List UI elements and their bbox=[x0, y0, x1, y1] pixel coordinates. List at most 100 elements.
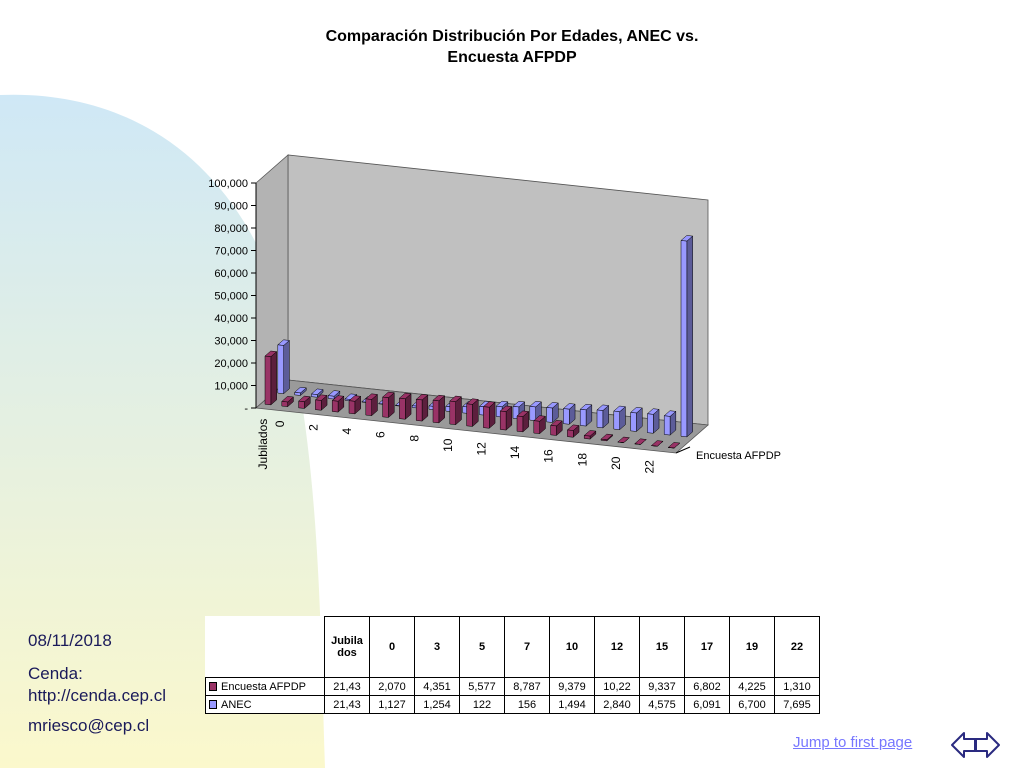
bar-front bbox=[281, 401, 288, 407]
bar-front bbox=[634, 443, 641, 445]
table-cell: 4,351 bbox=[414, 677, 460, 696]
table-cell: 2,070 bbox=[369, 677, 415, 696]
bar-front bbox=[647, 413, 654, 434]
y-tick-label: 20,000 bbox=[214, 358, 248, 370]
table-row-label: ANEC bbox=[205, 695, 325, 714]
table-cell: 6,700 bbox=[729, 695, 775, 714]
source-url: http://cenda.cep.cl bbox=[28, 686, 166, 705]
bar-front bbox=[466, 403, 473, 427]
bar-front bbox=[277, 344, 284, 394]
table-column-header: 3 bbox=[414, 616, 460, 678]
table-cell: 21,43 bbox=[324, 677, 370, 696]
x-tick-label: 6 bbox=[374, 431, 388, 438]
y-tick-label: - bbox=[244, 403, 248, 415]
bar-encuesta bbox=[667, 442, 681, 449]
bar-encuesta bbox=[331, 395, 345, 413]
table-column-header: 15 bbox=[639, 616, 685, 678]
bar-side bbox=[283, 339, 290, 395]
table-cell: 4,225 bbox=[729, 677, 775, 696]
bar-encuesta bbox=[533, 415, 547, 435]
bar-front bbox=[432, 399, 440, 424]
depth-axis-label: Encuesta AFPDP bbox=[696, 450, 781, 462]
bar-front bbox=[382, 396, 389, 418]
table-cell: 6,802 bbox=[684, 677, 730, 696]
table-column-header: 12 bbox=[594, 616, 640, 678]
table-cell: 1,310 bbox=[774, 677, 820, 696]
bar-encuesta bbox=[550, 420, 563, 437]
bar-encuesta bbox=[415, 394, 429, 422]
y-tick-label: 100,000 bbox=[208, 178, 248, 190]
bar-front bbox=[311, 393, 318, 398]
bar-front bbox=[499, 410, 507, 431]
table-cell: 156 bbox=[504, 695, 550, 714]
bar-anec bbox=[277, 339, 291, 395]
bar-anec bbox=[546, 402, 559, 424]
table-cell: 9,337 bbox=[639, 677, 685, 696]
bar-anec bbox=[663, 410, 677, 436]
table-cell: 9,379 bbox=[549, 677, 595, 696]
table-cell: 1,494 bbox=[549, 695, 595, 714]
bar-front bbox=[415, 399, 423, 422]
table-cell: 7,695 bbox=[774, 695, 820, 714]
bar-front bbox=[331, 400, 339, 413]
table-cell: 1,127 bbox=[369, 695, 415, 714]
x-tick-label: 4 bbox=[340, 427, 354, 434]
bar-anec bbox=[646, 408, 660, 434]
bar-front bbox=[563, 408, 570, 425]
table-cell: 8,787 bbox=[504, 677, 550, 696]
bar-encuesta bbox=[617, 436, 631, 443]
legend-label-anec: ANEC bbox=[221, 698, 252, 711]
table-header-row: Jubila dos 0 3 5 7 10 12 15 17 19 22 bbox=[205, 616, 820, 678]
chart-title-line2: Encuesta AFPDP bbox=[447, 49, 577, 66]
bar-anec bbox=[579, 403, 593, 427]
x-tick-label: 2 bbox=[306, 424, 320, 431]
legend-key-encuesta bbox=[209, 682, 217, 692]
y-tick-label: 30,000 bbox=[214, 336, 248, 348]
bar-front bbox=[516, 415, 524, 433]
bar-front bbox=[298, 400, 305, 409]
table-column-header: 22 bbox=[774, 616, 820, 678]
slide-date: 08/11/2018 bbox=[28, 631, 112, 650]
jump-to-first-page-link[interactable]: Jump to first page bbox=[793, 734, 913, 751]
y-tick-label: 80,000 bbox=[214, 223, 248, 235]
bar-front bbox=[617, 441, 624, 443]
table-column-header: 0 bbox=[369, 616, 415, 678]
chart-back-wall bbox=[287, 154, 709, 426]
bar-front bbox=[533, 420, 540, 434]
data-table: Jubila dos 0 3 5 7 10 12 15 17 19 22 Encuesta AFPD… bbox=[205, 616, 820, 714]
next-arrow-icon[interactable] bbox=[973, 730, 1001, 760]
source-label: Cenda: bbox=[28, 664, 83, 683]
y-tick-label: 10,000 bbox=[214, 381, 248, 393]
table-cell: 122 bbox=[459, 695, 505, 714]
bar-front bbox=[529, 406, 536, 421]
table-column-header: 19 bbox=[729, 616, 775, 678]
y-tick-label: 90,000 bbox=[214, 201, 248, 213]
bar-anec bbox=[630, 407, 643, 433]
bar-front bbox=[680, 240, 688, 438]
y-tick-label: 60,000 bbox=[214, 268, 248, 280]
bar-front bbox=[651, 445, 658, 447]
bar-encuesta bbox=[650, 440, 664, 447]
bar-encuesta bbox=[298, 395, 311, 410]
x-tick-label: 14 bbox=[508, 445, 522, 459]
bar-encuesta bbox=[314, 394, 328, 411]
x-tick-label: 12 bbox=[474, 442, 488, 456]
table-row: ANEC 21,43 1,127 1,254 122 156 1,494 2,840 4,57… bbox=[205, 695, 820, 714]
bar-encuesta bbox=[264, 350, 278, 406]
bar-encuesta bbox=[398, 392, 412, 420]
bar-anec bbox=[310, 388, 324, 398]
x-tick-label: 16 bbox=[542, 449, 556, 463]
x-tick-label: 10 bbox=[441, 438, 455, 452]
bar-front bbox=[264, 355, 272, 406]
bar-encuesta bbox=[583, 430, 597, 440]
bar-front bbox=[365, 398, 372, 416]
x-tick-label: 8 bbox=[407, 435, 421, 442]
bar-front bbox=[315, 399, 322, 411]
bar-encuesta bbox=[449, 395, 463, 426]
x-tick-label: Jubilados bbox=[256, 419, 270, 470]
table-column-header: 10 bbox=[549, 616, 595, 678]
background-swoosh bbox=[0, 94, 325, 768]
bar-side bbox=[686, 235, 693, 438]
